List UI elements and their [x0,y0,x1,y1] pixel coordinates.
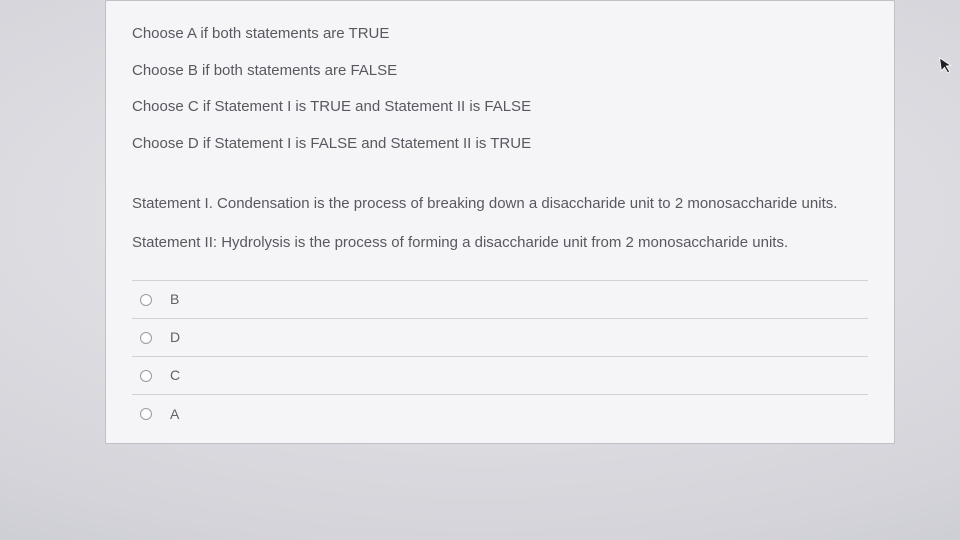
option-row-c[interactable]: C [132,357,868,395]
radio-icon[interactable] [140,408,152,420]
radio-icon[interactable] [140,294,152,306]
cursor-icon [938,55,955,80]
option-label: D [170,327,180,348]
option-row-b[interactable]: B [132,281,868,319]
instruction-line: Choose C if Statement I is TRUE and Stat… [132,96,868,119]
radio-icon[interactable] [140,332,152,344]
instruction-line: Choose D if Statement I is FALSE and Sta… [132,133,868,156]
instructions-block: Choose A if both statements are TRUE Cho… [132,23,868,155]
statement-1: Statement I. Condensation is the process… [132,193,868,216]
option-row-d[interactable]: D [132,319,868,357]
statements-block: Statement I. Condensation is the process… [132,193,868,254]
options-list: B D C A [132,280,868,433]
option-label: A [170,404,179,425]
instruction-line: Choose A if both statements are TRUE [132,23,868,46]
radio-icon[interactable] [140,370,152,382]
option-label: C [170,365,180,386]
option-label: B [170,289,179,310]
statement-2: Statement II: Hydrolysis is the process … [132,232,868,255]
instruction-line: Choose B if both statements are FALSE [132,60,868,83]
option-row-a[interactable]: A [132,395,868,433]
quiz-card: Choose A if both statements are TRUE Cho… [105,0,895,444]
